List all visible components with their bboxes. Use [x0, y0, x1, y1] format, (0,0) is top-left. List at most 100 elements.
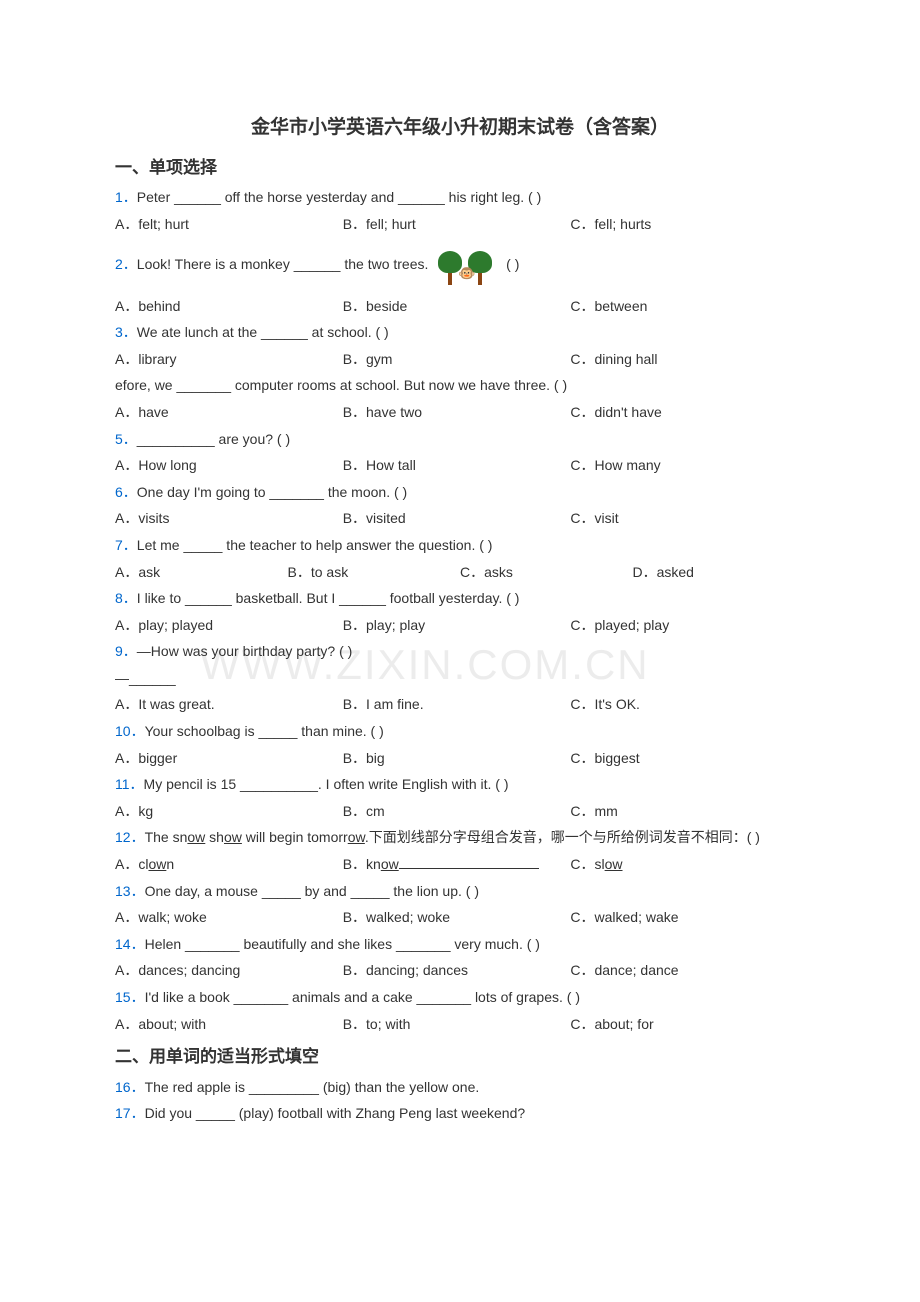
- question-number: 8．: [115, 590, 137, 606]
- option-c: C．dance; dance: [570, 957, 798, 984]
- option-b: B．I am fine.: [343, 691, 571, 718]
- option-b: B．big: [343, 745, 571, 772]
- question-11: 11．My pencil is 15 __________. I often w…: [115, 771, 805, 798]
- question-text: We ate lunch at the ______ at school. ( …: [137, 324, 389, 340]
- question-number: 1．: [115, 189, 137, 205]
- question-14: 14．Helen _______ beautifully and she lik…: [115, 931, 805, 958]
- option-a: A．walk; woke: [115, 904, 343, 931]
- option-b: B．to; with: [343, 1011, 571, 1038]
- options-12: A．clown B．know C．slow: [115, 851, 805, 878]
- options-13: A．walk; woke B．walked; woke C．walked; wa…: [115, 904, 805, 931]
- option-b: B．play; play: [343, 612, 571, 639]
- question-5: 5．__________ are you? ( ): [115, 426, 805, 453]
- question-6: 6．One day I'm going to _______ the moon.…: [115, 479, 805, 506]
- section-2-header: 二、用单词的适当形式填空: [115, 1041, 805, 1073]
- section-1-header: 一、单项选择: [115, 152, 805, 184]
- question-text: efore, we _______ computer rooms at scho…: [115, 377, 567, 393]
- option-a: A．bigger: [115, 745, 343, 772]
- option-c: C．between: [570, 293, 798, 320]
- question-2: 2．Look! There is a monkey ______ the two…: [115, 238, 805, 293]
- option-c: C．visit: [570, 505, 798, 532]
- question-number: 17．: [115, 1105, 145, 1121]
- options-14: A．dances; dancing B．dancing; dances C．da…: [115, 957, 805, 984]
- question-4: efore, we _______ computer rooms at scho…: [115, 372, 805, 399]
- question-text-post: .下面划线部分字母组合发音，哪一个与所给例词发音不相同：( ): [365, 829, 760, 845]
- option-a: A．about; with: [115, 1011, 343, 1038]
- option-a: A．visits: [115, 505, 343, 532]
- options-6: A．visits B．visited C．visit: [115, 505, 805, 532]
- option-b: B．walked; woke: [343, 904, 571, 931]
- question-text-mid1: sh: [205, 829, 224, 845]
- question-number: 15．: [115, 989, 145, 1005]
- monkey-trees-image: 🐵: [432, 238, 502, 293]
- option-b: B．How tall: [343, 452, 571, 479]
- option-b: B．dancing; dances: [343, 957, 571, 984]
- question-number: 2．: [115, 256, 137, 272]
- question-paren: ( ): [506, 256, 519, 272]
- question-13: 13．One day, a mouse _____ by and _____ t…: [115, 878, 805, 905]
- option-c: C．about; for: [570, 1011, 798, 1038]
- question-text-mid2: will begin tomorr: [242, 829, 348, 845]
- question-number: 3．: [115, 324, 137, 340]
- question-number: 12．: [115, 829, 145, 845]
- question-text: One day, a mouse _____ by and _____ the …: [145, 883, 479, 899]
- question-10: 10．Your schoolbag is _____ than mine. ( …: [115, 718, 805, 745]
- question-3: 3．We ate lunch at the ______ at school. …: [115, 319, 805, 346]
- question-text: Did you _____ (play) football with Zhang…: [145, 1105, 526, 1121]
- option-c: C．fell; hurts: [570, 211, 798, 238]
- option-c: C．dining hall: [570, 346, 798, 373]
- options-2: A．behind B．beside C．between: [115, 293, 805, 320]
- options-5: A．How long B．How tall C．How many: [115, 452, 805, 479]
- option-c: C．It's OK.: [570, 691, 798, 718]
- question-text: Look! There is a monkey ______ the two t…: [137, 256, 429, 272]
- underline-3: ow: [348, 829, 365, 845]
- option-d: D．asked: [633, 559, 806, 586]
- question-number: 7．: [115, 537, 137, 553]
- option-c: C．biggest: [570, 745, 798, 772]
- question-number: 13．: [115, 883, 145, 899]
- option-b: B．know: [343, 851, 571, 878]
- options-8: A．play; played B．play; play C．played; pl…: [115, 612, 805, 639]
- option-a: A．ask: [115, 559, 288, 586]
- option-a: A．have: [115, 399, 343, 426]
- question-7: 7．Let me _____ the teacher to help answe…: [115, 532, 805, 559]
- question-8: 8．I like to ______ basketball. But I ___…: [115, 585, 805, 612]
- option-c: C．asks: [460, 559, 633, 586]
- question-text: My pencil is 15 __________. I often writ…: [144, 776, 509, 792]
- option-a: A．behind: [115, 293, 343, 320]
- option-b: B．cm: [343, 798, 571, 825]
- underline-2: ow: [224, 829, 242, 845]
- question-text: —______: [115, 670, 176, 686]
- question-number: 5．: [115, 431, 137, 447]
- options-7: A．ask B．to ask C．asks D．asked: [115, 559, 805, 586]
- option-a: A．library: [115, 346, 343, 373]
- question-9: 9．—How was your birthday party? ( ): [115, 638, 805, 665]
- question-text: Let me _____ the teacher to help answer …: [137, 537, 493, 553]
- question-text: One day I'm going to _______ the moon. (…: [137, 484, 407, 500]
- option-c: C．mm: [570, 798, 798, 825]
- option-c: C．slow: [570, 851, 798, 878]
- question-text: Peter ______ off the horse yesterday and…: [137, 189, 541, 205]
- option-c: C．How many: [570, 452, 798, 479]
- options-10: A．bigger B．big C．biggest: [115, 745, 805, 772]
- options-9: A．It was great. B．I am fine. C．It's OK.: [115, 691, 805, 718]
- question-number: 11．: [115, 776, 144, 792]
- option-a: A．dances; dancing: [115, 957, 343, 984]
- question-number: 9．: [115, 643, 137, 659]
- option-a: A．clown: [115, 851, 343, 878]
- question-text: I like to ______ basketball. But I _____…: [137, 590, 520, 606]
- question-number: 14．: [115, 936, 145, 952]
- option-b: B．beside: [343, 293, 571, 320]
- options-3: A．library B．gym C．dining hall: [115, 346, 805, 373]
- option-b: B．fell; hurt: [343, 211, 571, 238]
- question-text: Helen _______ beautifully and she likes …: [145, 936, 540, 952]
- question-text: I'd like a book _______ animals and a ca…: [145, 989, 580, 1005]
- question-text: The red apple is _________ (big) than th…: [145, 1079, 480, 1095]
- question-number: 16．: [115, 1079, 145, 1095]
- options-4: A．have B．have two C．didn't have: [115, 399, 805, 426]
- question-text: __________ are you? ( ): [137, 431, 290, 447]
- option-a: A．kg: [115, 798, 343, 825]
- option-c: C．played; play: [570, 612, 798, 639]
- option-a: A．How long: [115, 452, 343, 479]
- option-b: B．have two: [343, 399, 571, 426]
